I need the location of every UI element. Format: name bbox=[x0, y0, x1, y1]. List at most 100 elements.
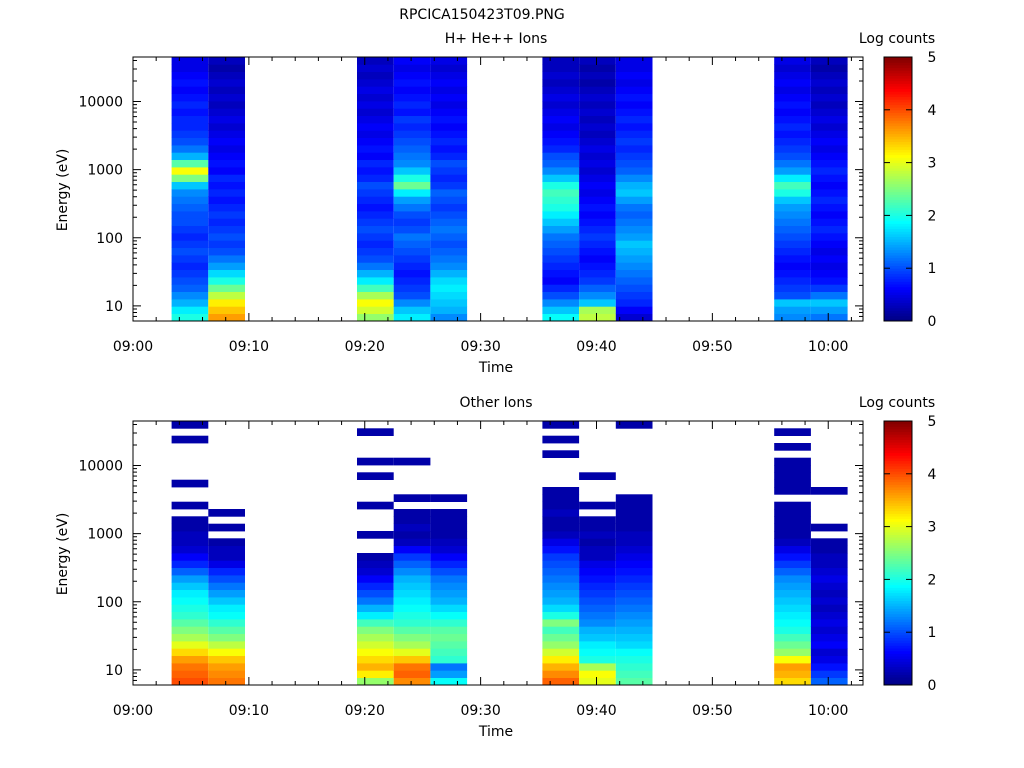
cell-col7-bin9 bbox=[615, 247, 653, 256]
cell-col0-bin7 bbox=[171, 262, 209, 270]
colorbar-step bbox=[884, 152, 912, 156]
cell-col6-bin3 bbox=[579, 655, 616, 664]
colorbar-step bbox=[884, 666, 912, 670]
cell-col8-bin6 bbox=[774, 633, 811, 642]
cell-col9-bin10 bbox=[810, 240, 848, 248]
cell-col6-bin21 bbox=[579, 523, 616, 532]
colorbar-step bbox=[884, 452, 912, 456]
cell-col0-bin16 bbox=[171, 560, 209, 568]
colorbar-step bbox=[884, 547, 912, 551]
colorbar-step bbox=[884, 582, 912, 586]
colorbar-step bbox=[884, 228, 912, 232]
colorbar-step bbox=[884, 492, 912, 496]
cell-col3-bin23 bbox=[393, 509, 431, 517]
cell-col1-bin34 bbox=[208, 64, 245, 72]
y-tick-label: 10000 bbox=[78, 459, 123, 475]
colorbar-step bbox=[884, 130, 912, 135]
cell-col4-bin7 bbox=[430, 626, 468, 634]
cell-col1-bin32 bbox=[208, 79, 245, 87]
cell-col9-bin10 bbox=[810, 604, 848, 612]
cell-col7-bin11 bbox=[615, 233, 653, 241]
cell-col3-bin5 bbox=[393, 641, 431, 649]
cell-col1-bin14 bbox=[208, 575, 245, 583]
cell-col0-bin31 bbox=[171, 86, 209, 94]
cell-col8-bin32 bbox=[774, 79, 811, 87]
colorbar-step bbox=[884, 677, 912, 681]
cell-col5-bin5 bbox=[542, 277, 580, 285]
cell-col8-bin18 bbox=[774, 545, 811, 554]
cell-col7-bin10 bbox=[615, 604, 653, 612]
cell-col8-bin3 bbox=[774, 291, 811, 300]
cell-col9-bin12 bbox=[810, 225, 848, 234]
cell-col6-bin21 bbox=[579, 159, 616, 168]
cell-col0-bin8 bbox=[171, 255, 209, 263]
cell-col3-bin18 bbox=[393, 181, 431, 190]
cell-col8-bin12 bbox=[774, 225, 811, 234]
cell-col5-bin20 bbox=[542, 167, 580, 175]
colorbar-step bbox=[884, 589, 912, 594]
cell-col1-bin9 bbox=[208, 611, 245, 620]
cell-col4-bin12 bbox=[430, 589, 468, 598]
cell-col7-bin24 bbox=[615, 501, 653, 510]
cell-col2-bin13 bbox=[357, 582, 394, 590]
cell-col6-bin9 bbox=[579, 247, 616, 256]
cell-col0-bin15 bbox=[171, 203, 209, 212]
cell-col6-bin35 bbox=[579, 57, 616, 65]
cell-col6-bin17 bbox=[579, 553, 616, 561]
cell-col4-bin4 bbox=[430, 284, 468, 292]
cell-col8-bin28 bbox=[774, 108, 811, 116]
cell-col8-bin23 bbox=[774, 509, 811, 517]
colorbar-step bbox=[884, 80, 912, 84]
cell-col6-bin11 bbox=[579, 597, 616, 605]
colorbar-step bbox=[884, 534, 912, 538]
cell-col7-bin28 bbox=[615, 108, 653, 116]
cell-col3-bin27 bbox=[393, 115, 431, 124]
cell-col5-bin24 bbox=[542, 501, 580, 510]
cell-col9-bin2 bbox=[810, 663, 848, 671]
y-tick-label: 10 bbox=[105, 299, 123, 315]
x-tick-label: 09:50 bbox=[692, 339, 732, 355]
cell-col5-bin14 bbox=[542, 211, 580, 219]
colorbar-step bbox=[884, 484, 912, 488]
cell-col8-bin1 bbox=[774, 670, 811, 678]
cell-col8-bin5 bbox=[774, 277, 811, 285]
colorbar-step bbox=[884, 281, 912, 285]
cell-col0-bin23 bbox=[171, 145, 209, 153]
cell-col7-bin12 bbox=[615, 225, 653, 234]
cell-col5-bin8 bbox=[542, 619, 580, 627]
colorbar-step bbox=[884, 671, 912, 675]
cell-col4-bin28 bbox=[430, 108, 468, 116]
cell-col1-bin3 bbox=[208, 655, 245, 664]
cell-col1-bin4 bbox=[208, 648, 245, 656]
cell-col3-bin3 bbox=[393, 655, 431, 664]
colorbar-step bbox=[884, 70, 912, 74]
colorbar-step bbox=[884, 508, 912, 512]
cell-col9-bin6 bbox=[810, 269, 848, 278]
cell-col3-bin19 bbox=[393, 174, 431, 182]
cell-col7-bin19 bbox=[615, 174, 653, 182]
cell-col9-bin2 bbox=[810, 299, 848, 307]
cell-col4-bin22 bbox=[430, 152, 468, 160]
cell-col3-bin3 bbox=[393, 291, 431, 300]
colorbar-step bbox=[884, 587, 912, 591]
colorbar-step bbox=[884, 624, 912, 628]
colorbar-frame bbox=[883, 420, 913, 686]
cell-col3-bin17 bbox=[393, 189, 431, 197]
colorbar-step bbox=[884, 529, 912, 533]
colorbar-step bbox=[884, 220, 912, 224]
cell-col8-bin0 bbox=[774, 313, 811, 322]
cell-col7-bin25 bbox=[615, 130, 653, 138]
colorbar-step bbox=[884, 421, 912, 425]
cell-col1-bin5 bbox=[208, 277, 245, 285]
cell-col6-bin28 bbox=[579, 472, 616, 480]
colorbar-step bbox=[884, 574, 912, 578]
cell-col4-bin11 bbox=[430, 233, 468, 241]
cell-col1-bin10 bbox=[208, 240, 245, 248]
cell-col6-bin29 bbox=[579, 101, 616, 109]
cell-col2-bin3 bbox=[357, 291, 394, 300]
colorbar-step bbox=[884, 231, 912, 235]
colorbar-step bbox=[884, 457, 912, 462]
cell-col9-bin26 bbox=[810, 123, 848, 131]
cell-col1-bin25 bbox=[208, 130, 245, 138]
